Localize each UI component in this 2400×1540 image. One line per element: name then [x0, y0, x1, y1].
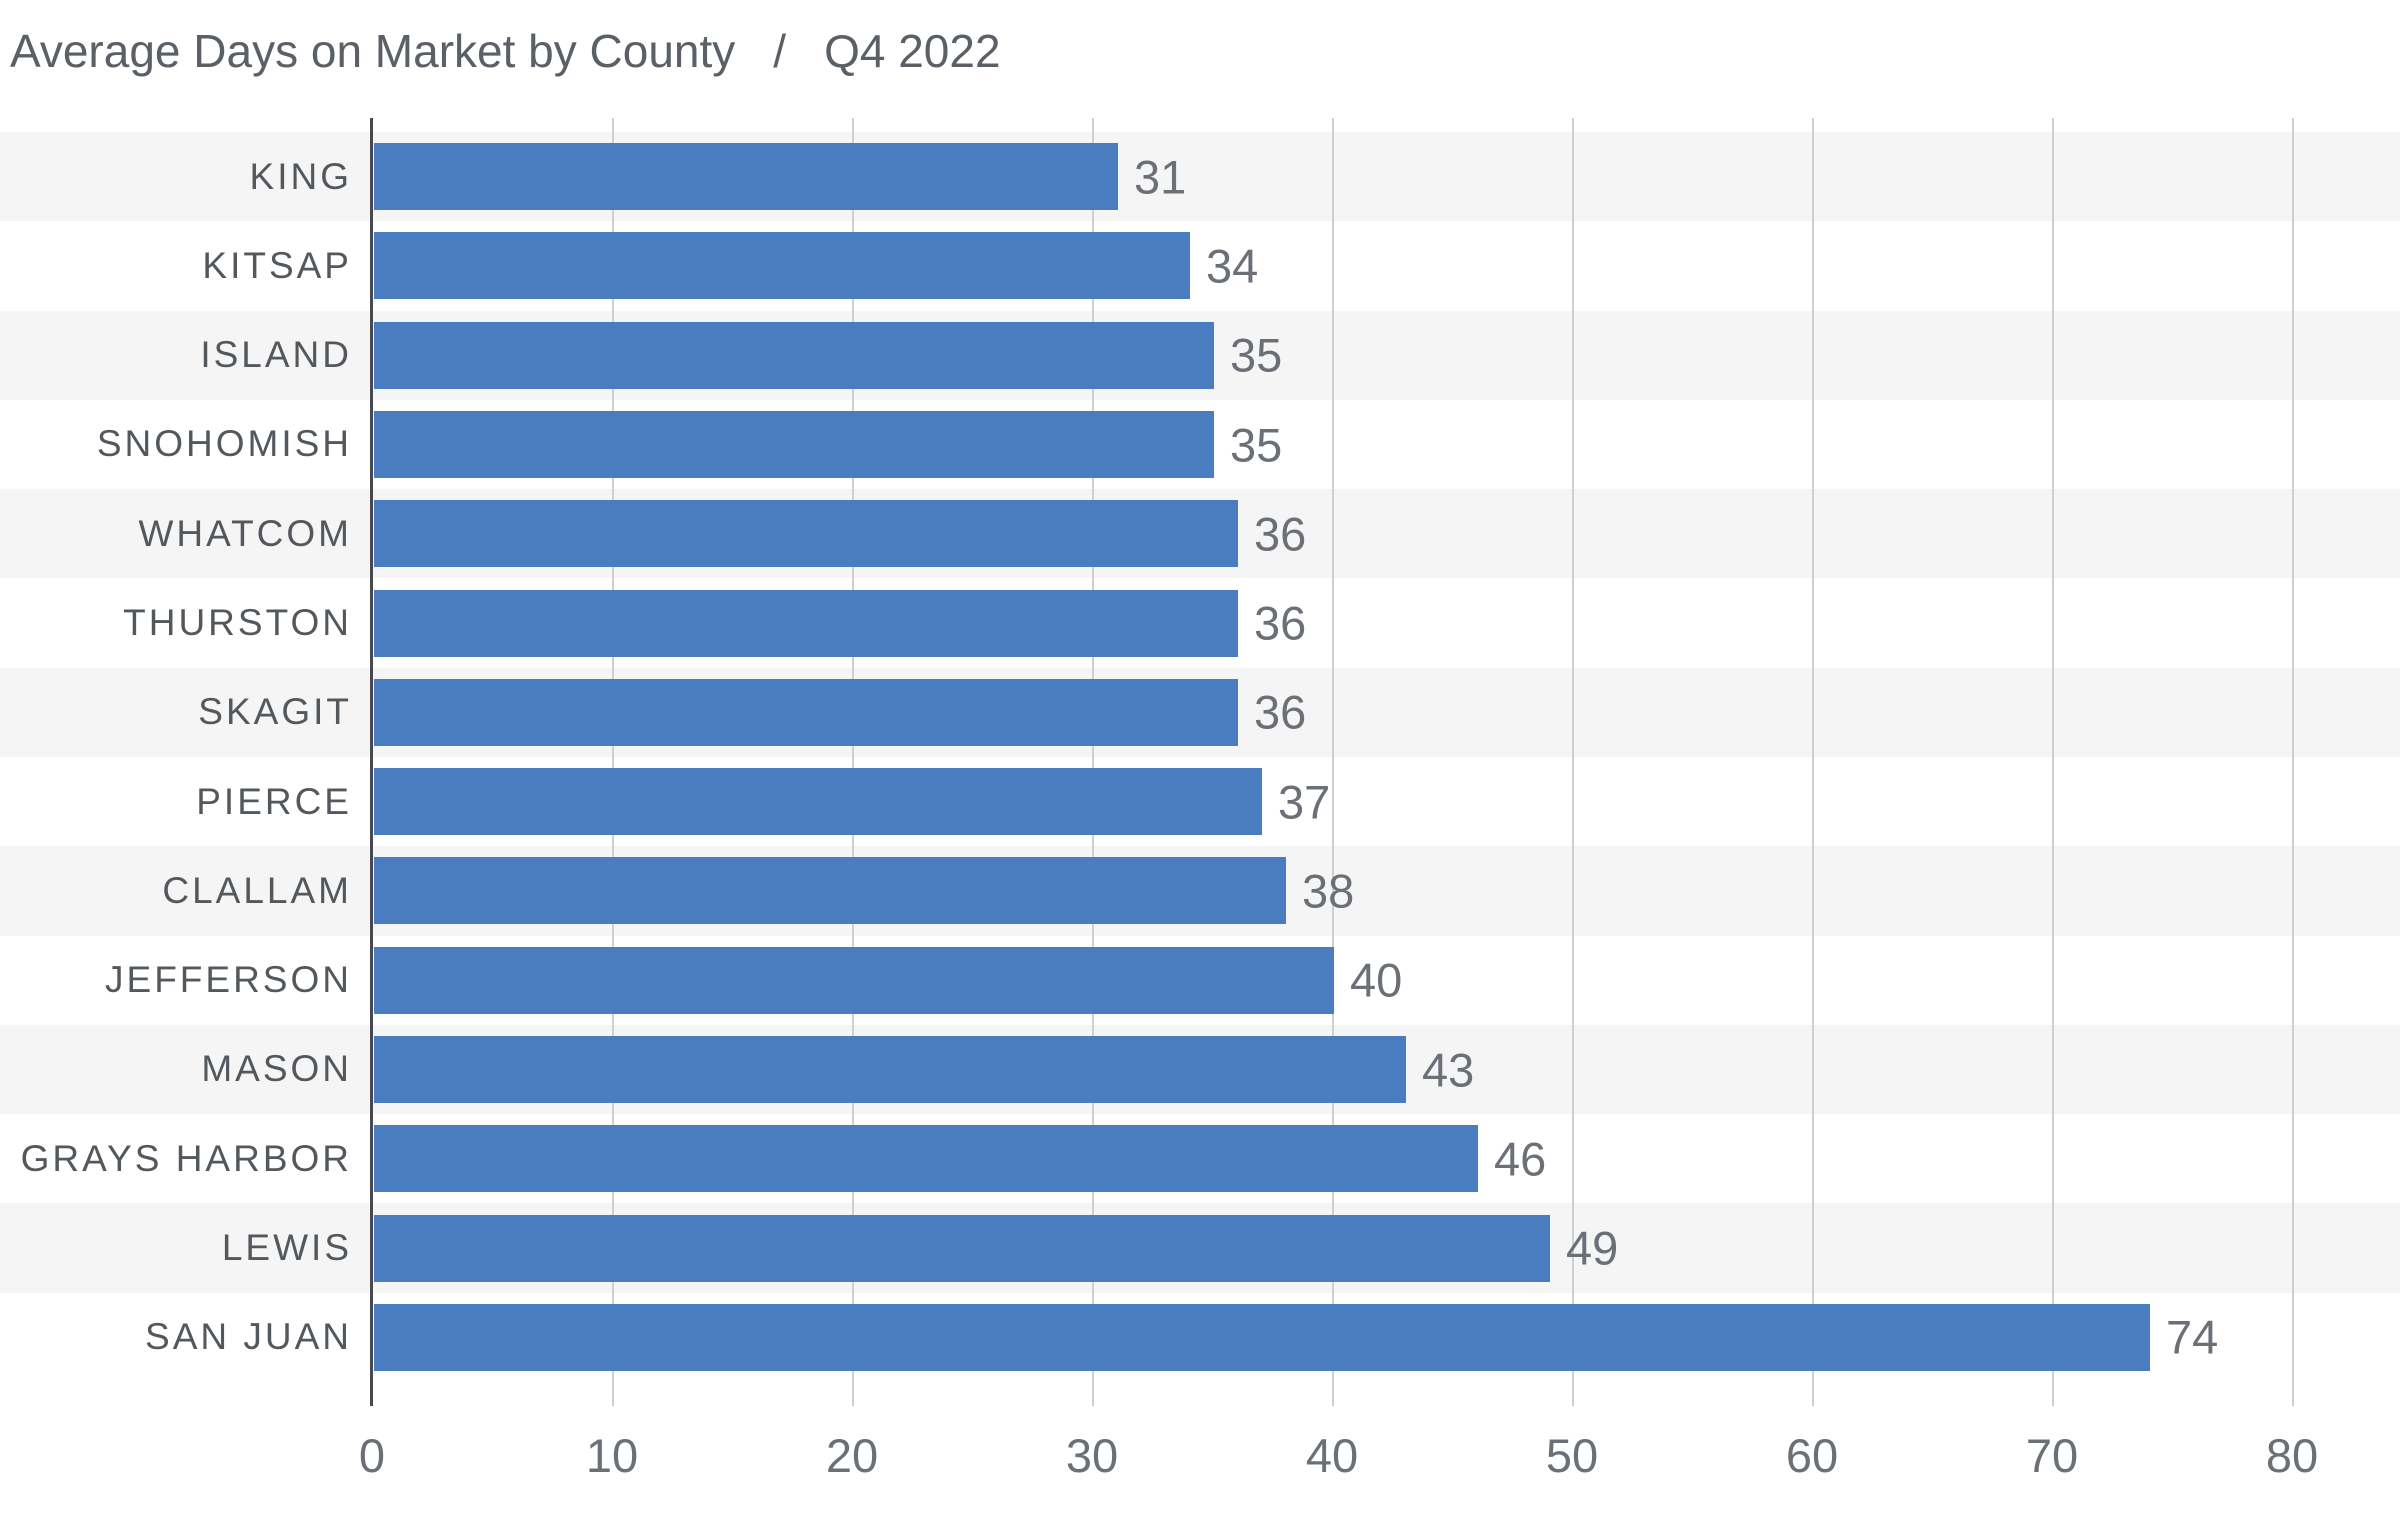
x-tick-label-30: 30 [1065, 1429, 1119, 1482]
bar-jefferson [374, 946, 1334, 1014]
row-jefferson: JEFFERSON [0, 936, 2400, 1025]
row-grays-harbor: GRAYS HARBOR [0, 1114, 2400, 1203]
gridline-50 [1572, 118, 1574, 1406]
value-label-pierce: 37 [1278, 775, 1331, 829]
value-label-grays-harbor: 46 [1494, 1132, 1547, 1186]
bar-pierce [374, 768, 1262, 836]
category-label-king: KING [249, 155, 352, 197]
plot-rows: KING KITSAP ISLAND SNOHOMISH WHATCOM THURSTON… [0, 132, 2400, 1382]
bar-kitsap [374, 232, 1190, 300]
row-kitsap: KITSAP [0, 221, 2400, 310]
category-label-snohomish: SNOHOMISH [96, 423, 352, 465]
x-tick-label-60: 60 [1785, 1429, 1839, 1482]
y-axis-line [370, 118, 373, 1406]
x-tick-label-70: 70 [2025, 1429, 2079, 1482]
category-label-island: ISLAND [200, 334, 352, 376]
x-tick-label-50: 50 [1545, 1429, 1599, 1482]
value-label-island: 35 [1230, 328, 1283, 382]
x-tick-label-40: 40 [1305, 1429, 1359, 1482]
bar-clallam [374, 857, 1286, 925]
gridline-30 [1092, 118, 1094, 1406]
gridline-80 [2292, 118, 2294, 1406]
bar-san-juan [374, 1303, 2150, 1371]
row-king: KING [0, 132, 2400, 222]
gridline-40 [1332, 118, 1334, 1406]
bar-grays-harbor [374, 1125, 1478, 1193]
value-label-thurston: 36 [1254, 596, 1307, 650]
value-label-clallam: 38 [1302, 864, 1355, 918]
category-label-mason: MASON [201, 1048, 352, 1090]
row-thurston: THURSTON [0, 578, 2400, 667]
bar-island [374, 321, 1214, 389]
gridline-10 [612, 118, 614, 1406]
category-label-jefferson: JEFFERSON [105, 959, 352, 1001]
value-label-san-juan: 74 [2166, 1310, 2219, 1364]
category-label-whatcom: WHATCOM [138, 512, 352, 554]
category-label-skagit: SKAGIT [198, 691, 352, 733]
category-label-grays-harbor: GRAYS HARBOR [20, 1137, 352, 1179]
value-label-snohomish: 35 [1230, 418, 1283, 471]
category-label-san-juan: SAN JUAN [145, 1316, 352, 1358]
value-label-mason: 43 [1422, 1043, 1475, 1096]
chart-title-main: Average Days on Market by County [10, 25, 736, 77]
bar-mason [374, 1036, 1406, 1103]
bar-snohomish [374, 411, 1214, 478]
x-tick-label-0: 0 [358, 1429, 386, 1482]
value-label-king: 31 [1134, 150, 1187, 204]
chart-title: Average Days on Market by County / Q4 20… [10, 24, 1001, 78]
gridline-70 [2052, 118, 2054, 1406]
row-snohomish: SNOHOMISH [0, 400, 2400, 489]
bar-skagit [374, 678, 1238, 746]
value-label-skagit: 36 [1254, 685, 1307, 739]
bar-lewis [374, 1214, 1550, 1282]
value-label-kitsap: 34 [1206, 239, 1259, 293]
category-label-pierce: PIERCE [196, 780, 352, 822]
gridline-60 [1812, 118, 1814, 1406]
value-label-jefferson: 40 [1350, 953, 1403, 1007]
category-label-clallam: CLALLAM [162, 869, 352, 911]
gridline-20 [852, 118, 854, 1406]
row-san-juan: SAN JUAN [0, 1293, 2400, 1382]
x-tick-label-10: 10 [585, 1429, 639, 1482]
chart-title-separator: / [773, 25, 787, 77]
x-tick-label-80: 80 [2265, 1429, 2319, 1482]
bar-whatcom [374, 500, 1238, 568]
category-label-thurston: THURSTON [123, 602, 352, 644]
category-label-lewis: LEWIS [221, 1227, 352, 1269]
value-label-lewis: 49 [1566, 1221, 1619, 1275]
x-tick-label-20: 20 [825, 1429, 879, 1482]
row-pierce: PIERCE [0, 757, 2400, 846]
chart-title-period: Q4 2022 [824, 25, 1001, 77]
value-label-whatcom: 36 [1254, 507, 1307, 561]
bar-thurston [374, 589, 1238, 657]
category-label-kitsap: KITSAP [202, 244, 352, 286]
bar-king [374, 143, 1118, 211]
